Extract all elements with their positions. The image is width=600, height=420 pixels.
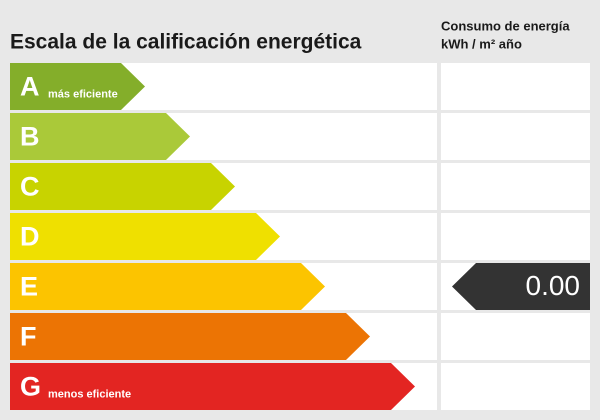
value-cell [441,113,590,160]
rating-arrow [10,113,190,160]
rating-arrow [10,63,145,110]
rating-letter: C [20,172,40,202]
value-cell [441,213,590,260]
consumption-title: Consumo de energía [441,18,570,33]
title: Escala de la calificación energética [10,31,362,54]
value-cell [441,363,590,410]
rating-note: menos eficiente [48,388,131,400]
rating-arrow [10,163,235,210]
indicator-arrow [452,263,590,310]
consumption-unit: kWh / m² año [441,36,522,51]
rating-arrow [10,213,280,260]
rating-letter: F [20,322,37,352]
value-cell [441,63,590,110]
rating-letter: A [20,72,40,102]
rating-letter: G [20,372,41,402]
rating-letter: E [20,272,38,302]
rating-arrow [10,363,415,410]
rating-note: más eficiente [48,88,118,100]
value-cell [441,163,590,210]
rating-arrow [10,313,370,360]
rating-letter: D [20,222,40,252]
rating-arrow [10,263,325,310]
indicator-value: 0.00 [526,270,581,301]
value-cell [441,313,590,360]
rating-letter: B [20,122,40,152]
